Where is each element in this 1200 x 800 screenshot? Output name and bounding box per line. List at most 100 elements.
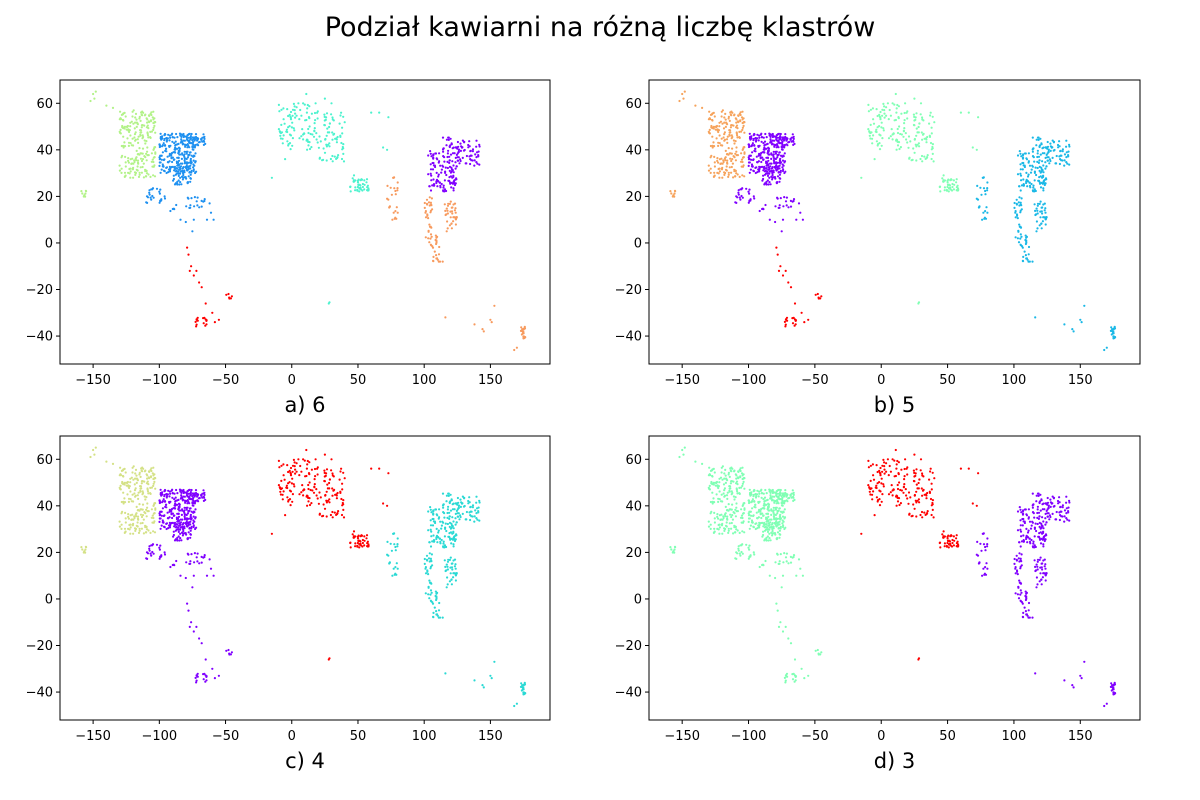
x-tick-label: 0 [288,373,296,388]
scatter-point-cluster-1 [123,171,127,174]
scatter-point-cluster-1 [127,128,130,131]
scatter-point-cluster-2 [738,196,741,199]
scatter-point-cluster-1 [119,466,122,469]
scatter-point-cluster-1 [132,162,135,165]
scatter-point-cluster-1 [801,574,805,577]
scatter-point-cluster-1 [105,460,108,463]
scatter-point-cluster-1 [730,508,733,511]
scatter-point-cluster-2 [751,142,755,145]
scatter-point-cluster-3 [331,494,334,497]
scatter-point-cluster-6 [394,193,397,196]
scatter-point-cluster-4 [307,131,310,135]
scatter-point-cluster-3 [302,489,305,492]
scatter-point-cluster-3 [287,499,290,502]
scatter-point-cluster-1 [779,491,782,494]
scatter-point-cluster-2 [956,545,959,548]
scatter-point-cluster-2 [747,145,751,149]
scatter-point-cluster-5 [1016,173,1020,176]
scatter-point-cluster-3 [1018,541,1021,544]
scatter-point-cluster-1 [141,134,144,137]
scatter-point-cluster-2 [869,493,872,496]
scatter-point-cluster-4 [327,143,330,146]
scatter-point-cluster-2 [781,218,785,221]
scatter-point-cluster-1 [765,523,768,526]
scatter-point-cluster-5 [478,145,481,148]
scatter-point-cluster-5 [1045,165,1048,168]
scatter-point-cluster-4 [899,146,903,149]
x-tick-label: 100 [412,373,437,388]
scatter-point-cluster-3 [307,496,310,499]
scatter-point-cluster-3 [1038,525,1041,529]
scatter-point-cluster-1 [770,531,773,534]
scatter-point-cluster-1 [138,117,141,120]
scatter-point-cluster-2 [158,546,161,549]
scatter-point-cluster-6 [445,207,448,210]
scatter-point-cluster-3 [1031,545,1034,548]
scatter-point-cluster-2 [763,146,766,149]
scatter-point-cluster-4 [473,515,476,518]
scatter-point-cluster-3 [310,502,313,505]
scatter-point-cluster-2 [191,139,194,142]
scatter-point-cluster-6 [431,246,435,249]
scatter-point-cluster-2 [931,499,935,502]
scatter-point-cluster-4 [337,154,340,157]
scatter-point-cluster-1 [141,152,144,155]
scatter-point-cluster-3 [1032,511,1035,515]
scatter-point-cluster-1 [729,126,733,129]
scatter-point-cluster-2 [187,553,190,556]
scatter-point-cluster-1 [742,124,745,127]
scatter-point-cluster-1 [748,488,751,491]
scatter-point-cluster-4 [378,111,381,114]
scatter-point-cluster-2 [198,206,201,209]
scatter-point-cluster-2 [773,145,776,148]
scatter-point-cluster-3 [1020,540,1024,543]
scatter-point-cluster-3 [341,504,344,507]
scatter-point-cluster-1 [747,546,750,549]
scatter-point-cluster-2 [185,177,188,180]
scatter-point-cluster-2 [194,676,197,680]
scatter-point-cluster-2 [791,133,794,136]
scatter-point-cluster-5 [448,161,451,164]
scatter-point-cluster-4 [879,134,882,137]
scatter-point-cluster-4 [953,183,956,186]
scatter-point-cluster-4 [331,118,334,121]
scatter-point-cluster-5 [1015,203,1019,206]
scatter-point-cluster-1 [715,125,718,129]
scatter-point-cluster-5 [471,150,474,153]
scatter-point-cluster-1 [711,475,714,478]
scatter-point-cluster-2 [930,488,933,491]
scatter-point-cluster-2 [943,535,946,538]
scatter-point-cluster-2 [176,503,179,506]
scatter-point-cluster-5 [1035,230,1038,233]
scatter-point-cluster-1 [742,156,745,159]
scatter-point-cluster-6 [481,328,484,331]
scatter-point-cluster-3 [328,498,331,501]
scatter-point-cluster-2 [919,458,923,461]
scatter-point-cluster-2 [929,497,933,501]
scatter-point-cluster-1 [723,489,726,492]
scatter-point-cluster-5 [1021,157,1025,160]
scatter-point-cluster-2 [895,467,898,470]
scatter-point-cluster-5 [451,160,454,163]
scatter-point-cluster-4 [354,179,357,182]
scatter-point-cluster-2 [880,477,883,480]
scatter-point-cluster-1 [735,482,738,485]
scatter-point-cluster-2 [928,491,932,494]
scatter-point-cluster-1 [720,493,723,496]
scatter-point-cluster-2 [160,514,163,517]
scatter-point-cluster-1 [723,116,726,119]
scatter-point-cluster-1 [816,648,819,652]
scatter-point-cluster-2 [179,165,183,168]
scatter-point-cluster-4 [323,123,326,127]
scatter-point-cluster-3 [325,501,328,504]
scatter-point-cluster-4 [446,565,449,568]
scatter-point-cluster-1 [127,171,130,174]
scatter-point-cluster-1 [709,527,712,531]
scatter-point-cluster-5 [982,187,986,190]
scatter-point-cluster-1 [740,486,743,489]
scatter-point-cluster-3 [1026,531,1030,534]
scatter-point-cluster-2 [158,557,161,560]
scatter-point-cluster-1 [701,106,704,109]
scatter-point-cluster-1 [145,175,148,178]
scatter-point-cluster-2 [189,533,192,536]
